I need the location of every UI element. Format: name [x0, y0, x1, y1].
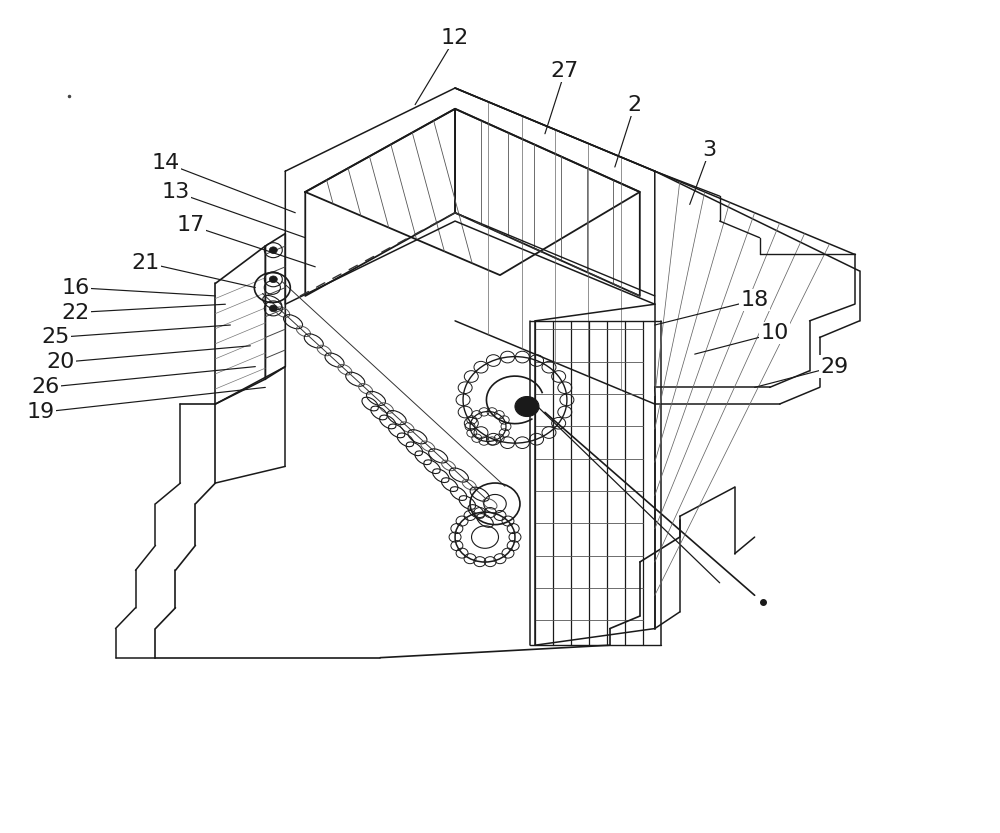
Text: 10: 10	[760, 323, 789, 343]
Text: 21: 21	[131, 252, 160, 272]
Text: 25: 25	[41, 327, 70, 347]
Text: 12: 12	[441, 28, 469, 48]
Circle shape	[515, 397, 539, 416]
Text: 19: 19	[27, 402, 55, 422]
Text: 16: 16	[61, 277, 90, 297]
Text: 20: 20	[46, 352, 75, 372]
Text: 26: 26	[32, 377, 60, 397]
Text: 18: 18	[741, 290, 769, 310]
Text: 17: 17	[176, 215, 205, 235]
Text: 14: 14	[151, 153, 180, 173]
Text: 22: 22	[61, 302, 90, 322]
Text: 13: 13	[161, 182, 190, 202]
Circle shape	[269, 247, 277, 253]
Text: 3: 3	[703, 141, 717, 161]
Text: 29: 29	[820, 357, 849, 377]
Circle shape	[269, 305, 277, 312]
Circle shape	[269, 276, 277, 282]
Text: 27: 27	[551, 62, 579, 82]
Text: 2: 2	[628, 95, 642, 115]
